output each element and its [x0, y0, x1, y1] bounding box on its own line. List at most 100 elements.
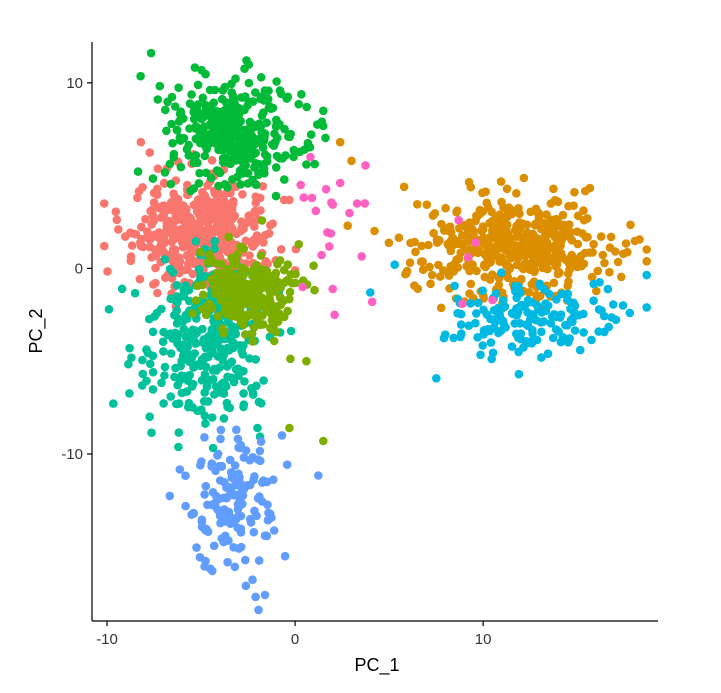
data-point — [166, 349, 176, 358]
data-point — [146, 359, 155, 369]
data-point — [216, 145, 226, 155]
data-point — [205, 85, 215, 95]
data-point — [565, 334, 574, 343]
data-point — [206, 274, 216, 284]
data-point — [205, 250, 214, 259]
data-point — [453, 308, 462, 318]
y-tick-label: 0 — [75, 260, 83, 277]
data-point — [216, 434, 225, 444]
data-point — [532, 233, 542, 243]
data-point — [114, 225, 123, 234]
data-point — [230, 461, 240, 470]
ticks-layer: -10 0 10 -10 0 10 — [61, 75, 491, 648]
data-point — [514, 347, 523, 357]
data-point — [228, 196, 238, 206]
data-point — [195, 553, 205, 562]
data-point — [437, 219, 446, 229]
data-point — [148, 327, 158, 337]
data-point — [216, 425, 226, 435]
data-point — [635, 235, 644, 244]
data-point — [585, 248, 595, 257]
y-tick-label: 10 — [66, 75, 83, 92]
data-point — [250, 237, 259, 247]
data-point — [255, 446, 265, 456]
data-point — [181, 471, 190, 481]
data-point — [186, 251, 195, 260]
data-point — [235, 341, 245, 350]
data-point — [158, 337, 168, 347]
data-point — [260, 129, 270, 138]
data-point — [166, 179, 176, 189]
data-point — [200, 562, 209, 571]
data-point — [172, 306, 181, 315]
data-point — [552, 295, 561, 304]
data-point — [507, 209, 517, 219]
data-point — [547, 253, 556, 263]
data-point — [242, 313, 251, 322]
data-point — [256, 437, 266, 446]
data-point — [328, 284, 338, 294]
data-point — [262, 157, 272, 166]
data-point — [294, 99, 304, 109]
data-point — [575, 345, 585, 355]
data-point — [203, 397, 213, 406]
data-point — [215, 363, 224, 372]
data-point — [188, 269, 198, 279]
data-point — [196, 461, 205, 470]
data-point — [496, 326, 506, 336]
data-point — [193, 106, 202, 115]
data-point — [587, 335, 596, 345]
data-point — [166, 218, 176, 228]
data-point — [449, 333, 459, 343]
data-point — [294, 240, 304, 249]
data-point — [204, 199, 213, 208]
data-point — [197, 515, 207, 524]
data-point — [225, 455, 235, 465]
data-point — [347, 156, 356, 166]
data-point — [626, 220, 635, 230]
data-point — [147, 428, 156, 438]
data-point — [258, 143, 268, 152]
data-point — [259, 267, 268, 277]
data-point — [463, 252, 473, 262]
data-point — [583, 214, 592, 223]
data-point — [330, 310, 339, 320]
data-point — [206, 173, 216, 183]
data-point — [258, 182, 268, 191]
data-point — [193, 80, 203, 90]
data-point — [543, 349, 553, 359]
data-point — [534, 304, 543, 314]
data-point — [267, 513, 276, 522]
data-point — [477, 237, 487, 247]
data-point — [160, 228, 169, 238]
data-point — [296, 180, 306, 190]
data-point — [244, 60, 254, 69]
data-point — [285, 294, 294, 304]
data-point — [192, 328, 202, 338]
data-point — [210, 139, 220, 148]
data-point — [138, 355, 147, 365]
data-point — [194, 265, 204, 274]
data-point — [452, 206, 462, 215]
data-point — [513, 308, 523, 317]
data-point — [502, 184, 512, 194]
data-point — [170, 234, 179, 244]
data-point — [194, 223, 203, 233]
data-point — [429, 228, 438, 238]
data-point — [617, 272, 626, 282]
data-point — [112, 215, 122, 225]
data-point — [111, 207, 121, 216]
data-point — [567, 298, 576, 308]
data-point — [273, 133, 282, 143]
data-point — [173, 297, 182, 307]
data-point — [240, 145, 249, 155]
data-point — [145, 235, 155, 244]
data-point — [319, 436, 328, 446]
data-point — [217, 94, 227, 104]
data-point — [558, 210, 568, 220]
data-point — [603, 284, 613, 294]
data-point — [307, 193, 317, 203]
data-point — [589, 296, 598, 306]
data-point — [449, 267, 459, 276]
data-point — [247, 384, 256, 393]
